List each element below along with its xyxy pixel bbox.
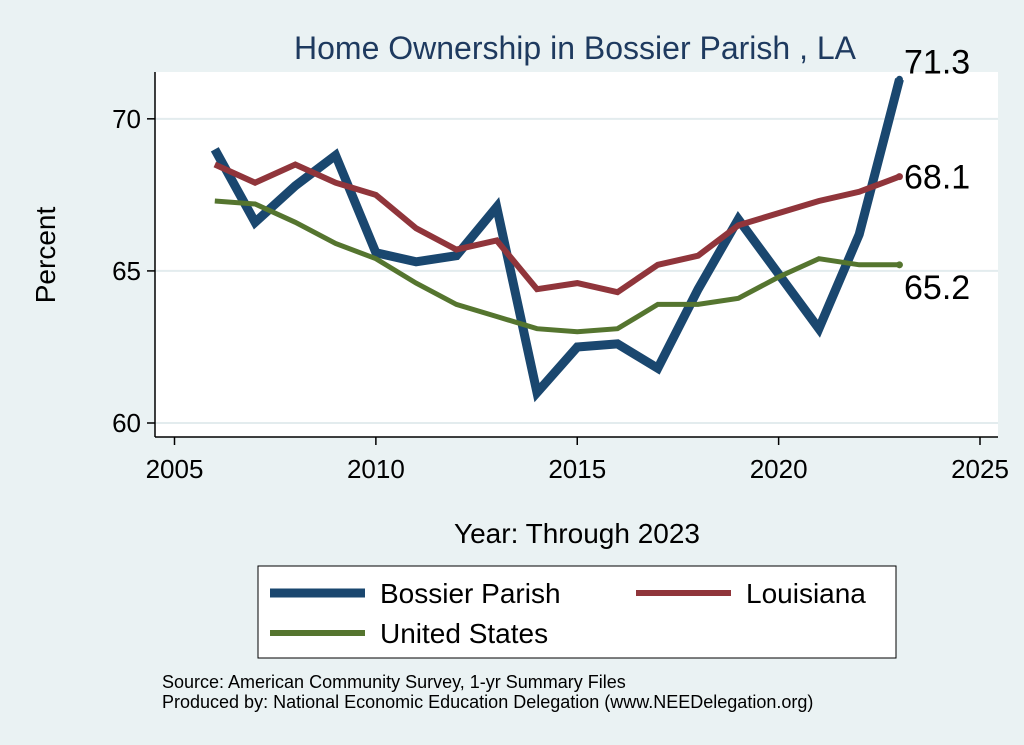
series-line-united-states	[214, 198, 900, 335]
end-value-label-united-states: 65.2	[904, 269, 970, 307]
series-end-point-united-states	[895, 261, 903, 269]
x-tick-label-2005: 2005	[146, 454, 204, 484]
series-lines	[210, 75, 904, 403]
end-labels: 71.3 68.1 65.2	[904, 43, 970, 307]
legend-label-bossier-parish: Bossier Parish	[380, 578, 561, 609]
y-axis-title: Percent	[30, 207, 61, 304]
plot-background	[155, 72, 998, 437]
series-end-point-bossier-parish	[895, 75, 903, 83]
y-tick-label-70: 70	[112, 104, 141, 134]
series-end-point-louisiana	[895, 173, 903, 181]
source-note: Source: American Community Survey, 1-yr …	[162, 672, 626, 692]
series-line-louisiana	[213, 161, 901, 296]
end-value-label-louisiana: 68.1	[904, 159, 970, 197]
axes: 60 65 70 2005 2010 2015 2020 2025	[112, 72, 1009, 484]
gridlines	[155, 117, 998, 424]
x-axis-title: Year: Through 2023	[454, 518, 700, 549]
producer-note: Produced by: National Economic Education…	[162, 692, 813, 712]
x-tick-label-2015: 2015	[548, 454, 606, 484]
end-value-label-bossier-parish: 71.3	[904, 43, 970, 81]
x-tick-label-2010: 2010	[347, 454, 405, 484]
legend-box	[257, 565, 897, 659]
x-tick-label-2025: 2025	[951, 454, 1009, 484]
legend-label-united-states: United States	[380, 618, 548, 649]
chart-title: Home Ownership in Bossier Parish , LA	[294, 30, 857, 66]
y-tick-label-60: 60	[112, 408, 141, 438]
x-tick-label-2020: 2020	[750, 454, 808, 484]
legend: Bossier Parish Louisiana United States	[257, 565, 897, 659]
y-tick-label-65: 65	[112, 256, 141, 286]
series-line-bossier-parish	[210, 78, 904, 403]
legend-label-louisiana: Louisiana	[746, 578, 866, 609]
